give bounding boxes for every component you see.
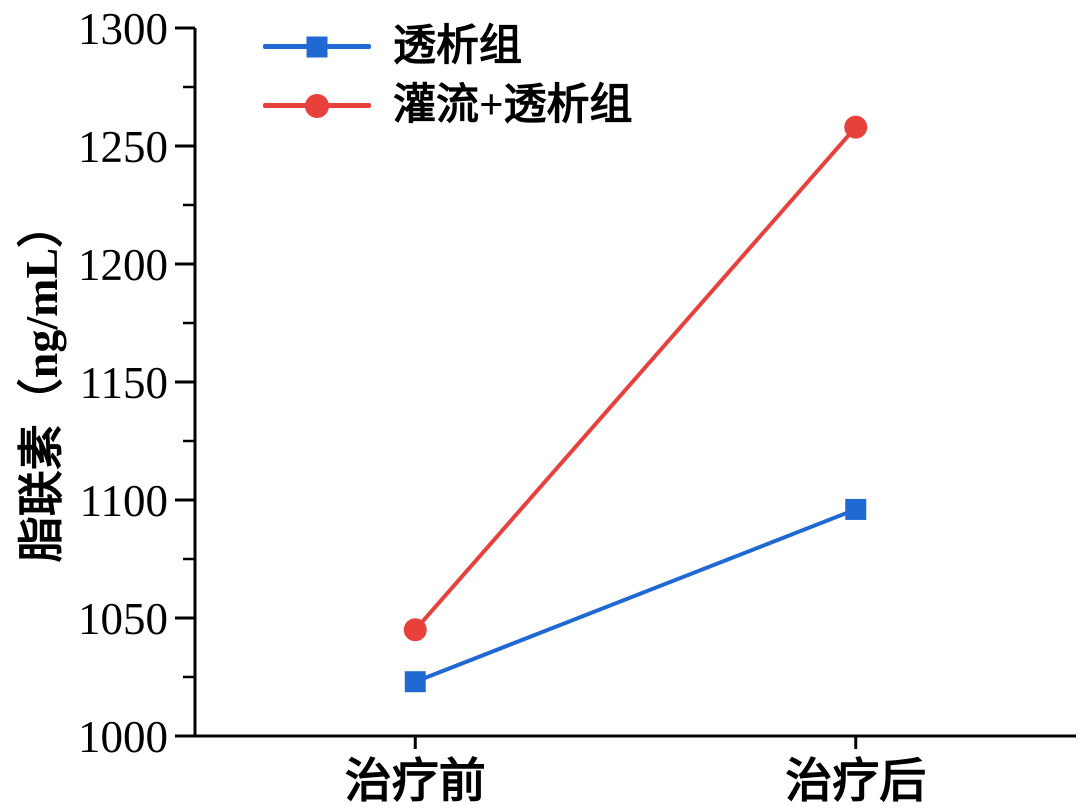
legend-item-perfusion-dialysis: 灌流+透析组 xyxy=(263,76,633,135)
data-point-square xyxy=(404,671,426,693)
y-tick-label: 1200 xyxy=(78,240,168,290)
y-axis-title: 脂联素（ng/mL） xyxy=(16,201,67,563)
legend-line-sample xyxy=(263,93,371,118)
y-tick-label: 1300 xyxy=(78,4,168,54)
data-point-circle xyxy=(844,115,868,139)
series-line-1 xyxy=(413,125,858,632)
legend-label-dialysis: 透析组 xyxy=(393,23,522,70)
legend-line-sample xyxy=(263,36,371,57)
data-point-square xyxy=(845,498,867,520)
circle-marker-icon xyxy=(305,93,329,118)
series-line-0 xyxy=(414,507,857,684)
square-marker-icon xyxy=(306,36,328,57)
y-tick-label: 1250 xyxy=(78,122,168,172)
y-tick-label: 1050 xyxy=(78,594,168,644)
y-tick-label: 1000 xyxy=(78,712,168,762)
y-tick-label: 1150 xyxy=(80,358,168,408)
legend: 透析组 灌流+透析组 xyxy=(263,17,633,135)
y-tick-label: 1100 xyxy=(80,476,168,526)
legend-item-dialysis: 透析组 xyxy=(263,17,633,76)
x-category-label: 治疗前 xyxy=(345,756,486,808)
x-category-label: 治疗后 xyxy=(785,756,926,808)
legend-label-perfusion-dialysis: 灌流+透析组 xyxy=(393,82,633,129)
data-point-circle xyxy=(403,618,427,642)
